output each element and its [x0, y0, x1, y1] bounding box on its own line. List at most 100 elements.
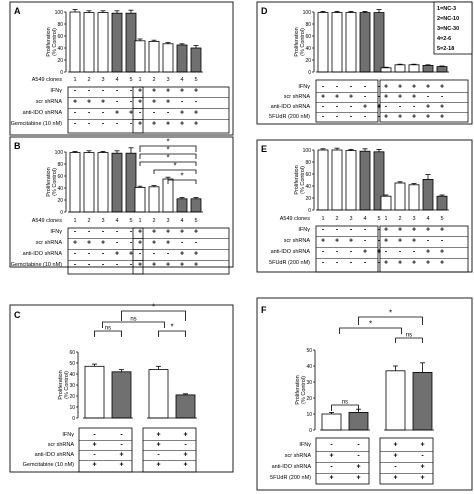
condition-symbol: -	[399, 249, 402, 256]
y-tick-label: 80	[305, 160, 311, 166]
condition-box	[78, 427, 133, 473]
bar	[134, 40, 146, 73]
condition-symbol: -	[102, 262, 105, 269]
condition-symbol: -	[116, 88, 119, 95]
panel-frame	[256, 1, 473, 125]
condition-symbol: +	[73, 240, 77, 247]
condition-symbol: +	[138, 240, 142, 247]
legend-entry: 4=2-6	[437, 36, 451, 42]
clone-number: 5	[129, 77, 132, 83]
bracket-label: ns	[130, 317, 136, 323]
condition-symbol: +	[440, 84, 444, 91]
condition-symbol: -	[378, 227, 381, 234]
condition-box	[315, 225, 379, 273]
bar	[97, 152, 109, 213]
y-tick-label: 40	[57, 186, 63, 192]
condition-symbol: -	[350, 104, 353, 111]
bar	[380, 195, 392, 211]
condition-symbol: -	[93, 452, 96, 459]
condition-symbol: -	[350, 84, 353, 91]
bar	[111, 152, 123, 213]
clone-number: 4	[363, 216, 366, 222]
condition-symbol: +	[138, 99, 142, 106]
bar	[331, 12, 343, 73]
condition-row-label: IFNγ	[298, 84, 310, 90]
y-tick-label: 30	[306, 380, 312, 386]
bar	[162, 43, 174, 73]
condition-symbol: +	[426, 104, 430, 111]
condition-symbol: +	[194, 251, 198, 258]
condition-symbol: +	[87, 240, 91, 247]
bracket-line	[139, 161, 197, 166]
sig-bracket: *	[139, 138, 197, 152]
condition-symbol: -	[74, 121, 77, 128]
bracket-line	[331, 404, 359, 411]
y-tick-label: 10	[306, 412, 312, 418]
condition-symbol: +	[398, 114, 402, 121]
condition-symbol: -	[116, 99, 119, 106]
bracket-label: *	[166, 154, 169, 163]
condition-row-label: anti-IDO shRNA	[23, 110, 63, 116]
sig-bracket: *	[121, 303, 186, 321]
condition-symbol: +	[101, 240, 105, 247]
condition-symbol: -	[74, 251, 77, 258]
bar	[380, 67, 392, 73]
condition-symbol: +	[393, 475, 397, 482]
condition-row-label: anti-IDO shRNA	[271, 249, 311, 255]
condition-symbol: -	[350, 227, 353, 234]
condition-symbol: -	[116, 229, 119, 236]
bracket-label: *	[166, 146, 169, 155]
condition-row-label: scr shRNA	[284, 94, 311, 100]
condition-symbol: +	[440, 227, 444, 234]
condition-symbol: +	[363, 249, 367, 256]
condition-symbol: -	[88, 110, 91, 117]
bracket-label: *	[389, 309, 392, 318]
condition-symbol: +	[335, 94, 339, 101]
condition-symbol: +	[119, 462, 123, 469]
sig-bracket: *	[358, 309, 423, 325]
condition-row-label: 5FUdR (200 nM)	[269, 114, 310, 120]
condition-symbol: -	[364, 84, 367, 91]
condition-symbol: +	[420, 442, 424, 449]
panel-e: E 0 20 40 60 80 100 Proliferation(% Control) A54…	[256, 139, 473, 273]
condition-box	[67, 227, 144, 275]
bar	[134, 186, 146, 213]
clone-legend: 1=NC-3 2=NC-10 3=NC-30 4=2-6 5=2-18	[433, 1, 473, 55]
bracket-label: ns	[406, 333, 412, 339]
y-tick-label: 50	[306, 348, 312, 354]
condition-symbol: +	[426, 227, 430, 234]
condition-symbol: +	[384, 227, 388, 234]
y-tick-label: 60	[57, 34, 63, 40]
condition-box	[379, 437, 434, 485]
condition-symbol: -	[385, 249, 388, 256]
bracket-line	[339, 327, 402, 334]
legend-entry: 2=NC-10	[437, 16, 459, 22]
condition-symbol: -	[195, 240, 198, 247]
condition-row-label: scr shRNA	[36, 240, 63, 246]
bar	[84, 365, 105, 419]
condition-symbol: +	[129, 251, 133, 258]
condition-symbol: +	[321, 94, 325, 101]
clone-number: 4	[115, 218, 118, 224]
clone-number: 1	[73, 77, 76, 83]
condition-symbol: -	[413, 104, 416, 111]
y-tick-label: 20	[305, 58, 311, 64]
y-axis-label: Proliferation(% Control)	[46, 167, 58, 196]
condition-symbol: -	[330, 464, 333, 471]
condition-symbol: -	[130, 88, 133, 95]
condition-symbol: +	[440, 104, 444, 111]
condition-symbol: +	[398, 84, 402, 91]
condition-symbol: +	[92, 462, 96, 469]
bar	[422, 65, 434, 73]
condition-symbol: -	[116, 262, 119, 269]
bracket-line	[358, 316, 423, 325]
condition-symbol: +	[426, 260, 430, 267]
condition-symbol: -	[350, 260, 353, 267]
panel-frame	[9, 136, 234, 268]
condition-symbol: -	[336, 249, 339, 256]
condition-symbol: -	[74, 262, 77, 269]
bar	[412, 371, 433, 431]
condition-symbol: +	[129, 110, 133, 117]
condition-symbol: -	[181, 99, 184, 106]
condition-symbol: -	[441, 94, 444, 101]
